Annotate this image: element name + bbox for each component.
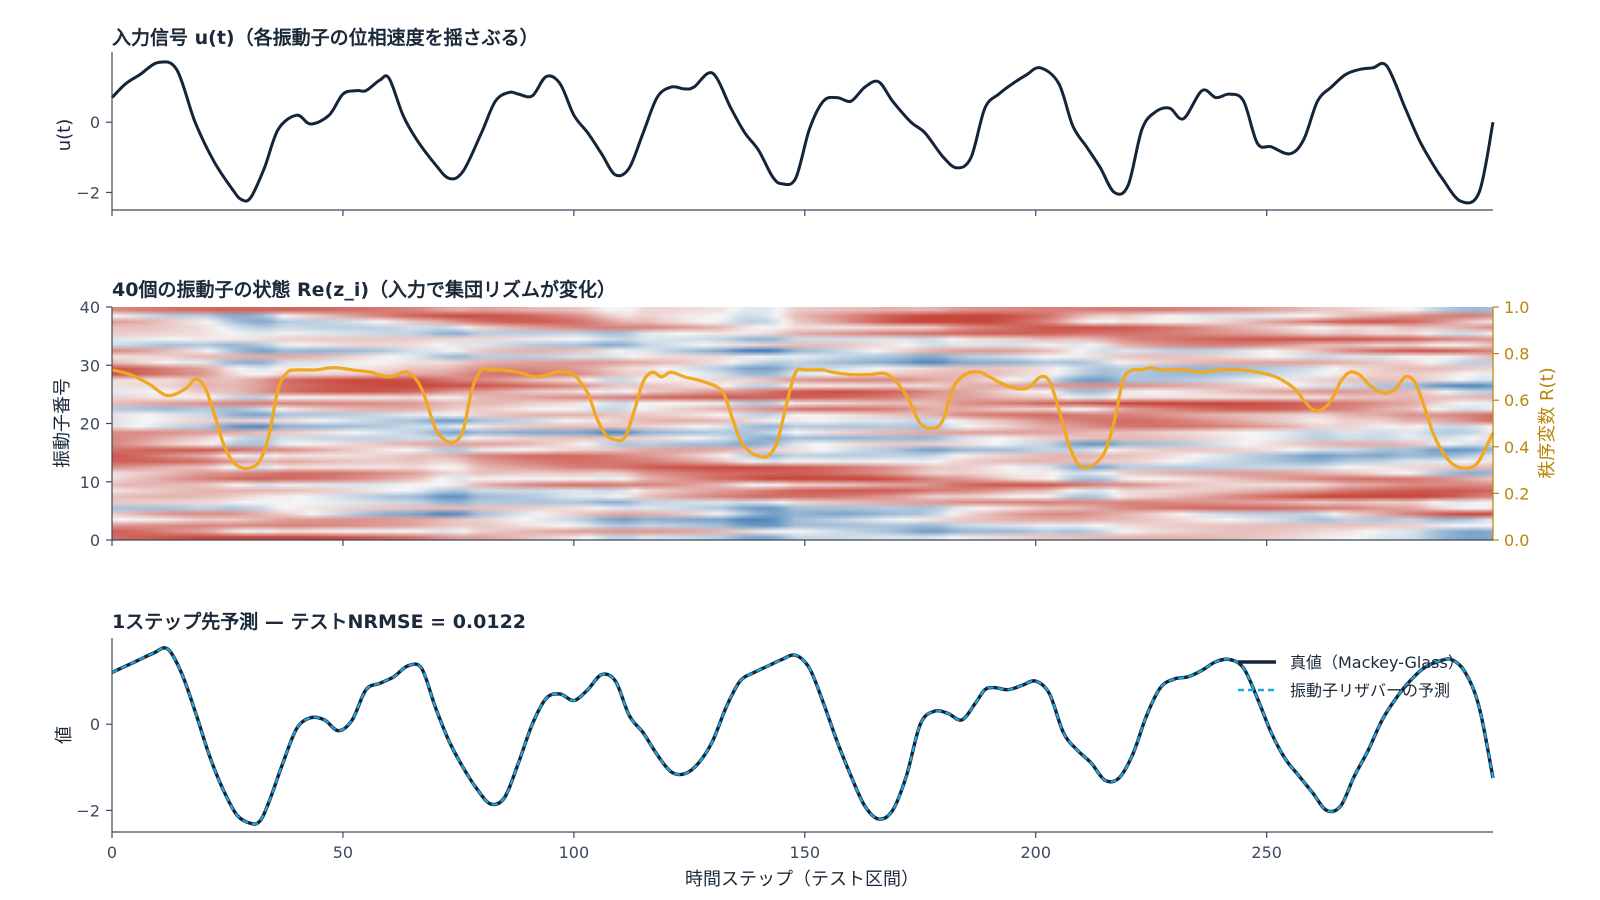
panel1-ytick-label: 0: [90, 113, 100, 132]
panel2-ytick-label: 30: [80, 356, 100, 375]
order-parameter-line: [111, 366, 1495, 471]
panel2-ytick-label: 40: [80, 298, 100, 317]
panel2-title: 40個の振動子の状態 Re(z_i)（入力で集団リズムが変化）: [112, 278, 616, 301]
legend: 真値（Mackey-Glass） 振動子リザバーの予測: [1238, 653, 1464, 700]
panel3-xlabel: 時間ステップ（テスト区間）: [685, 869, 919, 890]
panel2-ytick-label: 10: [80, 473, 100, 492]
panel3-ytick-label: −2: [76, 801, 100, 820]
panel-prediction: 1ステップ先予測 — テストNRMSE = 0.0122 値 時間ステップ（テス…: [54, 610, 1495, 890]
panel2-ylabel: 振動子番号: [52, 378, 73, 468]
panel3-xtick-label: 250: [1251, 843, 1282, 862]
panel3-xtick-label: 0: [107, 843, 117, 862]
panel3-xtick-label: 100: [559, 843, 590, 862]
prediction-line: [111, 646, 1495, 826]
panel3-ytick-label: 0: [90, 715, 100, 734]
panel2-ytick-right-label: 0.6: [1504, 391, 1529, 410]
legend-true-label: 真値（Mackey-Glass）: [1290, 653, 1464, 672]
panel2-ytick-label: 0: [90, 531, 100, 550]
panel3-xtick-label: 150: [790, 843, 821, 862]
panel3-title: 1ステップ先予測 — テストNRMSE = 0.0122: [112, 610, 526, 633]
panel2-ytick-right-label: 0.0: [1504, 531, 1529, 550]
panel3-ylabel: 値: [54, 726, 75, 744]
panel1-ytick-label: −2: [76, 183, 100, 202]
panel2-ytick-right-label: 0.8: [1504, 345, 1529, 364]
panel1-ylabel: u(t): [54, 119, 75, 152]
oscillator-heatmap: [112, 307, 1493, 540]
panel2-ytick-right-label: 0.4: [1504, 438, 1529, 457]
panel2-ylabel-right: 秩序変数 R(t): [1537, 367, 1558, 478]
input-signal-line: [110, 60, 1495, 205]
panel1-title: 入力信号 u(t)（各振動子の位相速度を揺さぶる）: [112, 26, 539, 49]
panel2-ytick-right-label: 1.0: [1504, 298, 1529, 317]
panel2-ytick-label: 20: [80, 415, 100, 434]
true-value-line: [111, 646, 1495, 826]
heatmap-image: [112, 307, 1493, 540]
panel-oscillator-states: 40個の振動子の状態 Re(z_i)（入力で集団リズムが変化） 振動子番号 秩序…: [52, 278, 1558, 550]
legend-pred-label: 振動子リザバーの予測: [1290, 681, 1450, 700]
panel3-xtick-label: 200: [1020, 843, 1051, 862]
panel-input-signal: 入力信号 u(t)（各振動子の位相速度を揺さぶる） u(t) 0 −2: [54, 26, 1495, 216]
panel2-ytick-right-label: 0.2: [1504, 484, 1529, 503]
panel3-xtick-label: 50: [333, 843, 353, 862]
